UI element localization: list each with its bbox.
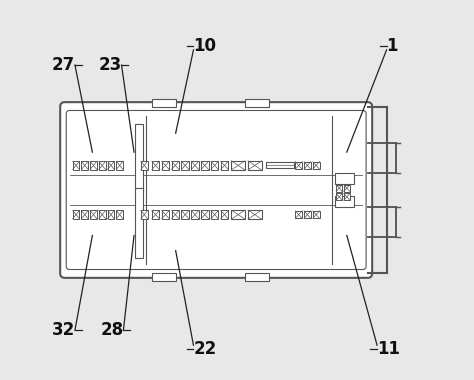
Bar — [191, 161, 199, 169]
Text: 10: 10 — [193, 37, 217, 55]
Bar — [108, 161, 114, 169]
Bar — [313, 211, 319, 218]
Bar — [135, 188, 143, 258]
Bar — [172, 211, 179, 219]
Text: 27: 27 — [52, 56, 75, 74]
Bar — [90, 211, 97, 219]
Bar — [182, 211, 189, 219]
Bar — [135, 124, 143, 192]
Bar — [336, 193, 342, 200]
Bar — [201, 161, 209, 169]
Text: 1: 1 — [387, 37, 398, 55]
Bar — [162, 211, 169, 219]
Bar — [152, 211, 159, 219]
Bar — [231, 210, 245, 219]
Bar — [211, 211, 219, 219]
Bar — [344, 185, 350, 192]
Bar — [172, 161, 179, 169]
Bar — [141, 161, 147, 169]
Bar — [116, 211, 123, 219]
Bar — [116, 161, 123, 169]
Bar — [182, 161, 189, 169]
Bar — [90, 161, 97, 169]
Bar — [336, 173, 355, 184]
Bar — [73, 211, 80, 219]
Bar — [336, 185, 342, 192]
Bar — [344, 193, 350, 200]
Bar — [141, 211, 147, 219]
Bar — [99, 161, 106, 169]
Bar — [82, 161, 88, 169]
Bar — [221, 161, 228, 169]
Bar — [265, 162, 294, 168]
FancyBboxPatch shape — [66, 111, 366, 269]
Bar — [295, 162, 302, 169]
Bar — [152, 272, 176, 281]
Bar — [201, 211, 209, 219]
Text: 28: 28 — [100, 321, 123, 339]
Text: 11: 11 — [377, 340, 400, 358]
Bar — [162, 161, 169, 169]
Bar — [152, 99, 176, 108]
Bar — [336, 196, 355, 207]
Bar — [313, 162, 319, 169]
Bar — [108, 211, 114, 219]
Text: 22: 22 — [193, 340, 217, 358]
Bar — [248, 161, 262, 170]
Bar — [82, 211, 88, 219]
Bar — [73, 161, 80, 169]
Bar — [304, 211, 311, 218]
Bar — [221, 211, 228, 219]
FancyBboxPatch shape — [60, 102, 372, 278]
Bar — [152, 161, 159, 169]
Text: 32: 32 — [52, 321, 75, 339]
Bar — [191, 211, 199, 219]
Bar — [99, 211, 106, 219]
Bar — [231, 161, 245, 170]
Bar — [304, 162, 311, 169]
Bar — [248, 210, 262, 219]
Bar — [211, 161, 219, 169]
Bar — [245, 99, 269, 108]
Bar — [245, 272, 269, 281]
Bar — [295, 211, 302, 218]
Text: 23: 23 — [98, 56, 121, 74]
